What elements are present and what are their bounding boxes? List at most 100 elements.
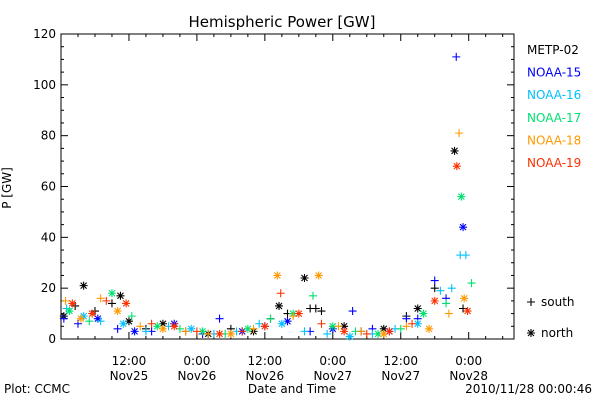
data-point-south bbox=[461, 251, 470, 260]
data-point-north bbox=[460, 294, 469, 303]
data-point-north bbox=[130, 327, 139, 336]
data-point-south bbox=[192, 327, 201, 336]
data-point-south bbox=[85, 317, 94, 326]
data-point-north bbox=[260, 322, 269, 331]
y-axis-label: P [GW] bbox=[0, 167, 14, 209]
x-tick-label-date: Nov26 bbox=[178, 369, 217, 383]
y-tick-label: 0 bbox=[48, 332, 56, 346]
data-point-south bbox=[442, 299, 451, 308]
data-point-south bbox=[102, 296, 111, 305]
data-point-north bbox=[340, 322, 349, 331]
data-point-north bbox=[93, 314, 102, 323]
data-point-north bbox=[425, 324, 434, 333]
data-point-north bbox=[273, 271, 282, 280]
y-axis: 0 20 40 60 80 100 120 bbox=[33, 27, 514, 346]
data-point-north bbox=[379, 324, 388, 333]
legend-entry: NOAA-17 bbox=[527, 111, 581, 125]
data-point-south bbox=[276, 289, 285, 298]
data-point-south bbox=[447, 284, 456, 293]
data-point-north bbox=[187, 324, 196, 333]
data-point-south bbox=[96, 294, 105, 303]
data-point-south bbox=[357, 327, 366, 336]
data-point-north bbox=[124, 317, 133, 326]
series-noaa-19 bbox=[68, 162, 472, 338]
data-point-south bbox=[61, 296, 70, 305]
data-point-south bbox=[317, 307, 326, 316]
data-point-north bbox=[277, 319, 286, 328]
x-tick-label-time: 0:00 bbox=[319, 354, 346, 368]
data-point-north bbox=[283, 317, 292, 326]
data-point-south bbox=[127, 312, 136, 321]
data-point-north bbox=[340, 327, 349, 336]
legend-entry: NOAA-16 bbox=[527, 88, 581, 102]
data-point-south bbox=[452, 52, 461, 61]
data-point-south bbox=[308, 291, 317, 300]
x-tick-label-time: 12:00 bbox=[112, 354, 147, 368]
data-point-south bbox=[266, 314, 275, 323]
x-axis: 12:00Nov250:00Nov2612:00Nov260:00Nov2712… bbox=[77, 34, 504, 383]
data-point-south bbox=[107, 299, 116, 308]
x-tick-label-date: Nov27 bbox=[381, 369, 420, 383]
x-tick-label-date: Nov25 bbox=[110, 369, 149, 383]
data-point-north bbox=[107, 289, 116, 298]
series-noaa-17 bbox=[65, 192, 476, 338]
data-point-north bbox=[430, 296, 439, 305]
data-point-south bbox=[348, 307, 357, 316]
x-tick-label-date: Nov27 bbox=[313, 369, 352, 383]
data-point-north bbox=[79, 281, 88, 290]
data-point-south bbox=[430, 276, 439, 285]
data-point-north bbox=[153, 322, 162, 331]
data-point-north bbox=[419, 309, 428, 318]
y-tick-label: 40 bbox=[41, 230, 56, 244]
data-point-south bbox=[436, 286, 445, 295]
data-point-north bbox=[379, 329, 388, 338]
data-point-north bbox=[243, 324, 252, 333]
data-point-south bbox=[317, 319, 326, 328]
x-axis-label: Date and Time bbox=[248, 382, 336, 396]
data-point-south bbox=[238, 327, 247, 336]
data-point-north bbox=[65, 307, 74, 316]
y-tick-label: 20 bbox=[41, 281, 56, 295]
data-point-north bbox=[170, 322, 179, 331]
data-point-south bbox=[96, 317, 105, 326]
data-point-north bbox=[450, 146, 459, 155]
plot-frame bbox=[60, 33, 515, 340]
data-point-north bbox=[413, 304, 422, 313]
data-point-north bbox=[275, 301, 284, 310]
data-point-south bbox=[59, 314, 68, 323]
data-point-north bbox=[76, 314, 85, 323]
data-point-north bbox=[328, 322, 337, 331]
data-point-south bbox=[362, 329, 371, 338]
data-point-south bbox=[444, 309, 453, 318]
legend-entry: NOAA-15 bbox=[527, 66, 581, 80]
data-point-south bbox=[249, 324, 258, 333]
data-point-north bbox=[345, 332, 354, 341]
chart-title: Hemispheric Power [GW] bbox=[189, 13, 376, 31]
data-point-north bbox=[116, 291, 125, 300]
x-tick-label-date: Nov26 bbox=[245, 369, 284, 383]
y-tick-label: 120 bbox=[33, 27, 56, 41]
data-point-north bbox=[374, 329, 383, 338]
data-point-north bbox=[314, 271, 323, 280]
data-point-north bbox=[215, 329, 224, 338]
data-point-south bbox=[147, 319, 156, 328]
legend-entry: METP-02 bbox=[527, 43, 579, 57]
data-point-north bbox=[122, 299, 131, 308]
series-metp-02 bbox=[59, 146, 468, 338]
y-tick-label: 60 bbox=[41, 180, 56, 194]
data-point-south bbox=[300, 327, 309, 336]
data-point-north bbox=[113, 307, 122, 316]
legend-entry: NOAA-19 bbox=[527, 156, 581, 170]
data-point-south bbox=[402, 322, 411, 331]
x-tick-label-time: 12:00 bbox=[383, 354, 418, 368]
data-point-north bbox=[452, 162, 461, 171]
data-point-south bbox=[311, 304, 320, 313]
data-point-south bbox=[215, 314, 224, 323]
data-points bbox=[59, 52, 476, 341]
legend-entry: NOAA-18 bbox=[527, 133, 581, 147]
data-point-south bbox=[455, 129, 464, 138]
marker-legend-label: south bbox=[541, 295, 575, 309]
data-point-north bbox=[119, 319, 128, 328]
marker-legend: south north bbox=[527, 295, 575, 340]
